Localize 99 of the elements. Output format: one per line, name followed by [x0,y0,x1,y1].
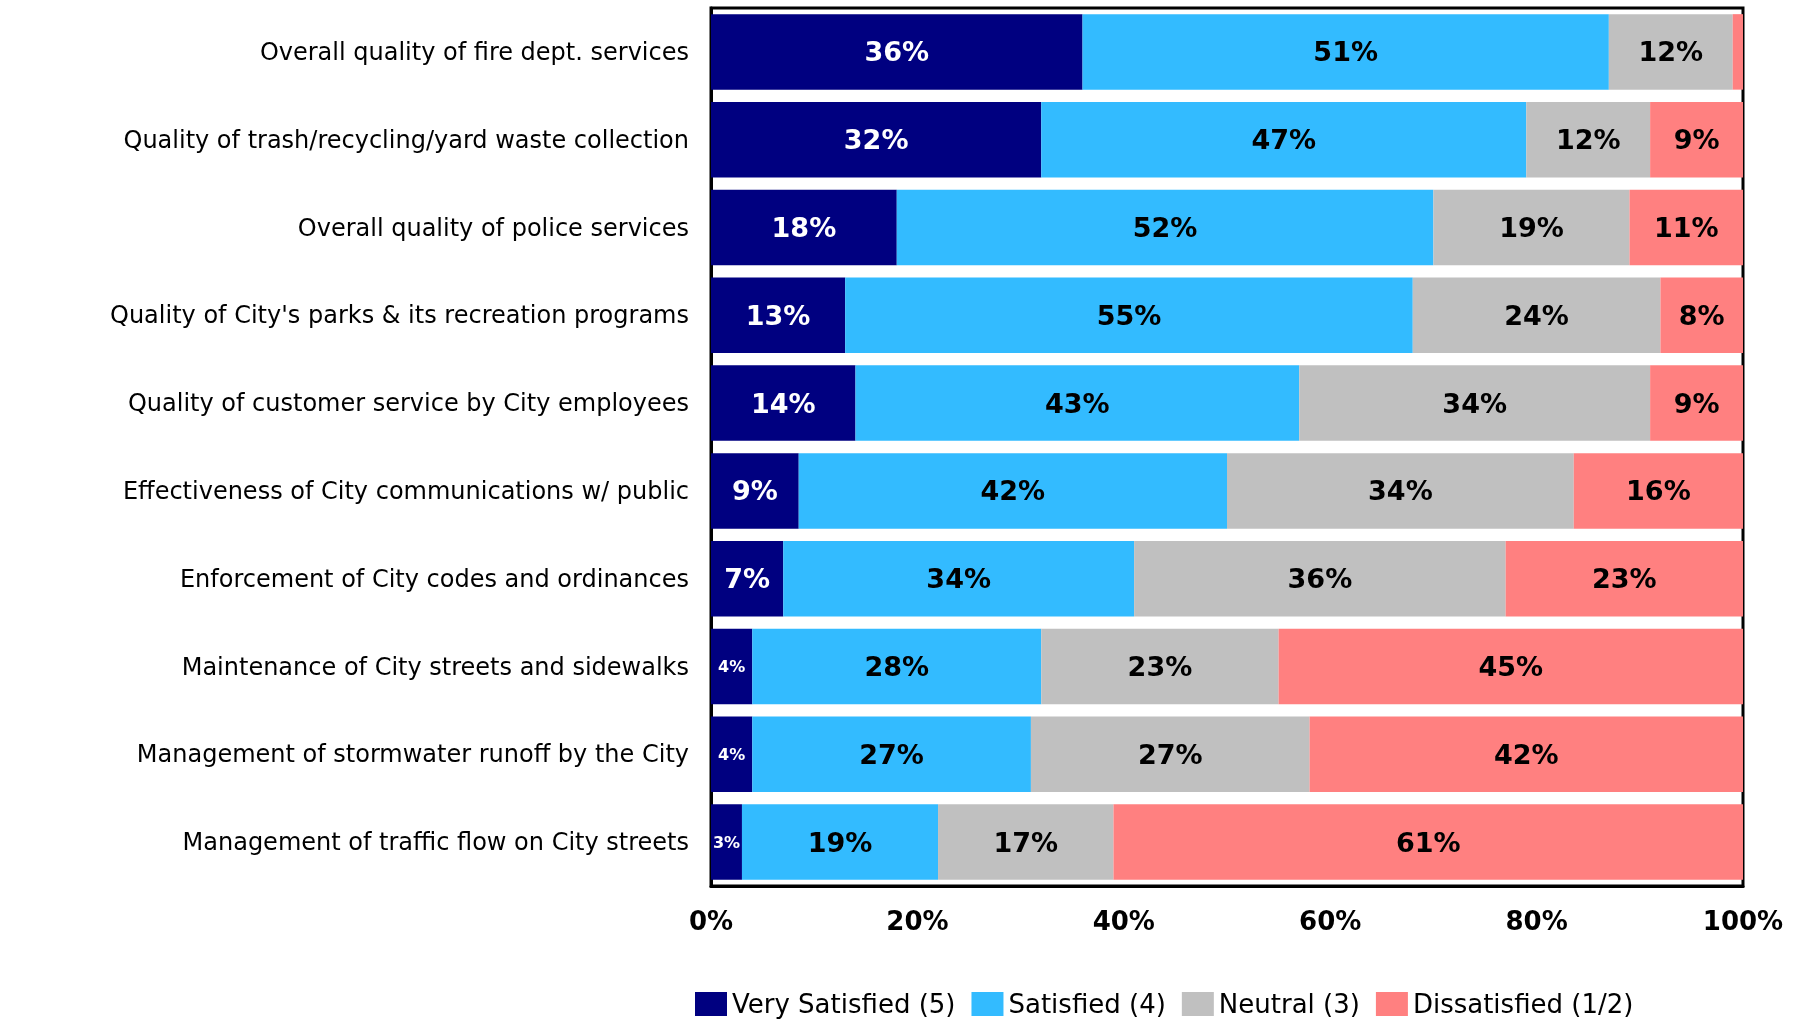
data-label: 34% [1442,387,1507,419]
data-label: 45% [1478,651,1544,682]
data-label: 16% [1626,475,1691,507]
bar [855,365,1300,441]
data-label: 7% [724,563,771,595]
data-label: 47% [1251,124,1317,156]
x-tick-label: 20% [886,906,949,936]
data-label: 51% [1313,36,1378,68]
bar [711,628,753,705]
data-label: 9% [1673,387,1720,419]
data-label: 61% [1395,826,1461,858]
y-tick-label: Overall quality of police services [297,213,689,242]
x-tick-label: 80% [1505,906,1568,936]
bar [752,628,1042,705]
legend-label: Satisfied (4) [1008,989,1166,1019]
bar [1134,540,1506,617]
bar [896,189,1434,266]
data-label: 9% [1673,124,1720,156]
bar [1732,14,1743,90]
data-label: 24% [1504,299,1569,331]
bar [711,277,846,354]
data-label: 12% [1555,124,1621,156]
data-label: 13% [745,299,811,331]
bar [1660,277,1743,354]
bar [1082,14,1609,90]
bar [1608,14,1733,90]
bar [711,716,753,793]
data-label: 27% [859,738,924,770]
data-label: 23% [1592,563,1657,595]
data-label: 55% [1096,299,1162,331]
data-label: 36% [1287,563,1353,595]
bar [1526,101,1651,178]
y-tick-label: Enforcement of City codes and ordinances [179,564,689,593]
bar [1309,716,1743,793]
data-label: 34% [926,563,991,595]
data-label: 4% [718,657,746,676]
data-label: 11% [1653,212,1719,243]
bar [752,716,1031,793]
data-label: 4% [718,744,746,764]
data-label: 17% [993,826,1059,858]
legend-label: Neutral (3) [1218,989,1360,1019]
legend-label: Dissatisfied (1/2) [1412,989,1634,1019]
bar [711,14,1083,90]
data-label: 32% [843,124,909,156]
data-label: 9% [731,475,778,507]
data-label: 18% [771,212,837,243]
data-label: 28% [864,651,930,682]
bar [711,453,799,529]
bar [938,804,1114,880]
data-label: 8% [1678,299,1725,331]
bar [798,453,1227,529]
y-tick-label: Management of traffic flow on City streets [182,828,689,857]
y-tick-label: Effectiveness of City communications w/ public [122,476,689,505]
bar [1041,101,1527,178]
data-label: 52% [1132,212,1198,243]
data-label: 14% [750,387,816,419]
bar [711,540,784,617]
data-label: 19% [1499,212,1564,243]
data-label: 42% [980,475,1046,507]
x-tick-label: 100% [1702,906,1784,936]
data-label: 43% [1045,387,1110,419]
bar [1299,365,1651,441]
x-tick-label: 0% [688,906,734,936]
bar [1505,540,1743,617]
y-tick-label: Maintenance of City streets and sidewalks [181,652,689,681]
bar [1278,628,1743,705]
data-label: 12% [1638,36,1704,68]
y-tick-label: Quality of City's parks & its recreation programs [110,301,689,330]
legend-label: Very Satisfied (5) [732,989,956,1019]
bar [1433,189,1630,266]
x-tick-label: 40% [1092,906,1155,936]
bar [1113,804,1743,880]
bar [711,365,856,441]
y-tick-label: Management of stormwater runoff by the City [136,740,689,769]
y-tick-label: Quality of customer service by City employees [127,389,689,418]
bar [711,101,1042,178]
y-tick-label: Quality of trash/recycling/yard waste collection [123,125,689,154]
bar [783,540,1135,617]
bar [1629,189,1743,266]
bar [741,804,939,880]
data-label: 42% [1493,738,1559,770]
bar [1030,716,1310,793]
x-tick-label: 60% [1299,906,1362,936]
bar [711,189,897,266]
data-label: 36% [864,36,930,68]
bar [1041,628,1279,705]
bar [1227,453,1574,529]
bar [1412,277,1661,354]
data-label: 34% [1368,475,1433,507]
bar [1650,365,1743,441]
data-label: 19% [807,826,873,858]
bar [845,277,1413,354]
bar [1573,453,1743,529]
data-label: 27% [1137,738,1203,770]
y-tick-label: Overall quality of fire dept. services [259,37,689,66]
data-label: 3% [712,832,741,852]
data-label: 23% [1127,651,1193,682]
bar [711,804,742,880]
bar [1650,101,1743,178]
